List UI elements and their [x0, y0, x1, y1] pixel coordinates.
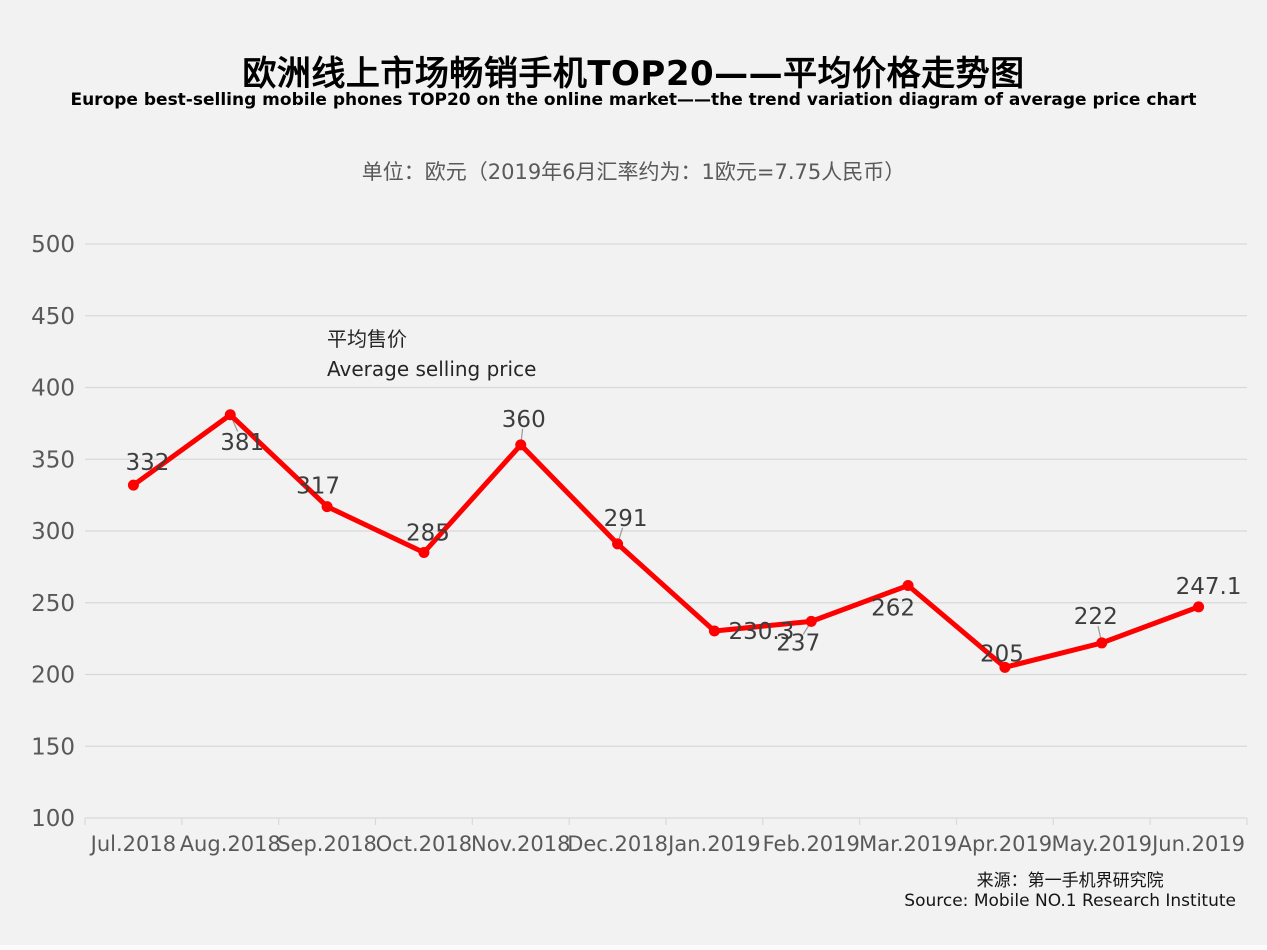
y-axis-tick-label: 450 — [31, 304, 75, 330]
data-point-label: 205 — [980, 641, 1024, 667]
data-point-label: 291 — [604, 506, 648, 532]
legend-label-en: Average selling price — [327, 357, 537, 381]
source-note: 来源：第一手机界研究院 Source: Mobile NO.1 Research… — [904, 871, 1236, 911]
source-label-zh: 来源：第一手机界研究院 — [976, 871, 1164, 891]
x-axis-tick-label: Jan.2019 — [666, 832, 761, 856]
x-axis-tick-label: Jun.2019 — [1150, 832, 1245, 856]
data-point-marker — [902, 580, 914, 592]
data-point-label: 332 — [125, 450, 169, 476]
page-subtitle: Europe best-selling mobile phones TOP20 … — [70, 90, 1197, 110]
x-axis-tick-label: Jul.2018 — [89, 832, 176, 856]
unit-note: 单位：欧元（2019年6月汇率约为：1欧元=7.75人民币） — [361, 160, 906, 184]
price-trend-line — [130, 412, 1202, 670]
data-point-marker — [999, 661, 1011, 673]
data-point-marker — [515, 439, 527, 451]
data-point-marker — [127, 479, 139, 491]
x-axis-tick-label: Apr.2019 — [958, 832, 1053, 856]
x-axis-tick-label: Feb.2019 — [763, 832, 860, 856]
y-axis-tick-label: 350 — [31, 447, 75, 473]
x-axis-tick-label: Dec.2018 — [567, 832, 668, 856]
y-axis-tick-label: 500 — [31, 232, 75, 258]
x-axis-tick-label: Mar.2019 — [859, 832, 957, 856]
data-point-label: 285 — [406, 521, 450, 547]
y-axis-tick-label: 100 — [31, 806, 75, 832]
page-title: 欧洲线上市场畅销手机TOP20——平均价格走势图 — [242, 54, 1025, 94]
x-axis-tick-label: Oct.2018 — [376, 832, 472, 856]
source-label-en: Source: Mobile NO.1 Research Institute — [904, 891, 1236, 911]
data-point-label: 230.3 — [728, 619, 794, 645]
bottom-edge-strip — [0, 945, 1267, 950]
data-point-marker — [1193, 601, 1205, 613]
y-axis-tick-label: 150 — [31, 734, 75, 760]
y-axis-tick-label: 200 — [31, 663, 75, 689]
x-axis-tick-label: May.2019 — [1051, 832, 1152, 856]
legend-label-zh: 平均售价 — [327, 327, 407, 351]
y-axis-tick-label: 400 — [31, 376, 75, 402]
data-point-marker — [708, 625, 720, 637]
data-point-label: 222 — [1074, 604, 1118, 630]
data-point-label: 262 — [871, 596, 915, 622]
x-axis-tick-label: Nov.2018 — [471, 832, 570, 856]
data-point-marker — [612, 538, 624, 550]
data-point-label: 317 — [296, 474, 340, 500]
data-point-marker — [1096, 637, 1108, 649]
data-point-label: 247.1 — [1176, 574, 1242, 600]
data-point-label: 360 — [502, 407, 546, 433]
y-axis-tick-label: 250 — [31, 591, 75, 617]
x-axis-tick-label: Aug.2018 — [180, 832, 281, 856]
data-point-label: 381 — [220, 430, 264, 456]
data-point-label: 237 — [776, 630, 820, 656]
data-point-marker — [418, 547, 430, 559]
legend: 平均售价 Average selling price — [327, 324, 536, 384]
data-point-marker — [805, 615, 817, 627]
data-point-marker — [321, 501, 333, 513]
y-axis-tick-label: 300 — [31, 519, 75, 545]
data-point-marker — [224, 409, 236, 421]
x-axis-tick-label: Sep.2018 — [277, 832, 377, 856]
